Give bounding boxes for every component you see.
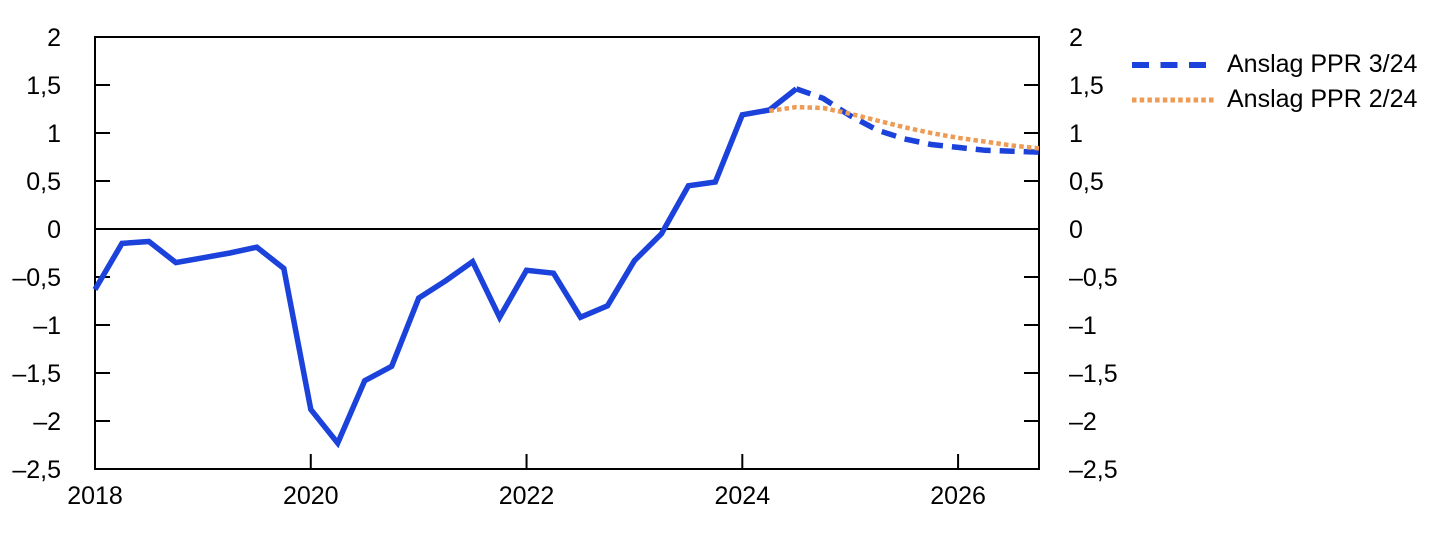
x-axis-label: 2020 xyxy=(283,482,339,510)
y-axis-label-right: –1,5 xyxy=(1069,360,1118,388)
y-axis-label-left: 0,5 xyxy=(26,168,61,196)
y-axis-label-right: –2 xyxy=(1069,408,1097,436)
legend-item-ppr-3-24: Anslag PPR 3/24 xyxy=(1130,47,1417,82)
x-axis-label: 2024 xyxy=(715,482,771,510)
y-axis-label-right: 1,5 xyxy=(1069,72,1104,100)
legend-label-ppr-3-24: Anslag PPR 3/24 xyxy=(1227,50,1418,78)
y-axis-label-right: –0,5 xyxy=(1069,264,1118,292)
y-axis-label-left: 0 xyxy=(47,216,61,244)
dashed-line-swatch xyxy=(1132,61,1215,68)
plot-frame xyxy=(94,36,1040,470)
y-axis-label-left: –0,5 xyxy=(12,264,61,292)
legend-item-ppr-2-24: Anslag PPR 2/24 xyxy=(1130,82,1417,117)
y-axis-label-left: –1,5 xyxy=(12,360,61,388)
series-line-anslag-ppr-2-24 xyxy=(768,104,1040,151)
series-line-anslag-ppr-3-24 xyxy=(795,86,1040,155)
y-axis-label-right: –2,5 xyxy=(1069,456,1118,484)
x-axis-label: 2026 xyxy=(930,482,986,510)
legend-label-ppr-2-24: Anslag PPR 2/24 xyxy=(1227,85,1418,113)
y-axis-label-left: 1 xyxy=(47,120,61,148)
y-axis-label-left: 1,5 xyxy=(26,72,61,100)
y-axis-label-right: 1 xyxy=(1069,120,1083,148)
y-axis-label-left: –2,5 xyxy=(12,456,61,484)
chart-legend: Anslag PPR 3/24 Anslag PPR 2/24 xyxy=(1130,47,1417,117)
x-axis-label: 2018 xyxy=(67,482,123,510)
y-axis-label-right: 2 xyxy=(1069,24,1083,52)
dotted-line-swatch xyxy=(1132,97,1215,102)
y-axis-label-right: 0 xyxy=(1069,216,1083,244)
y-axis-label-right: 0,5 xyxy=(1069,168,1104,196)
y-axis-label-left: 2 xyxy=(47,24,61,52)
series-line-historical xyxy=(92,86,798,449)
y-axis-label-left: –1 xyxy=(33,312,61,340)
y-axis-label-right: –1 xyxy=(1069,312,1097,340)
x-axis-label: 2022 xyxy=(499,482,555,510)
y-axis-label-left: –2 xyxy=(33,408,61,436)
